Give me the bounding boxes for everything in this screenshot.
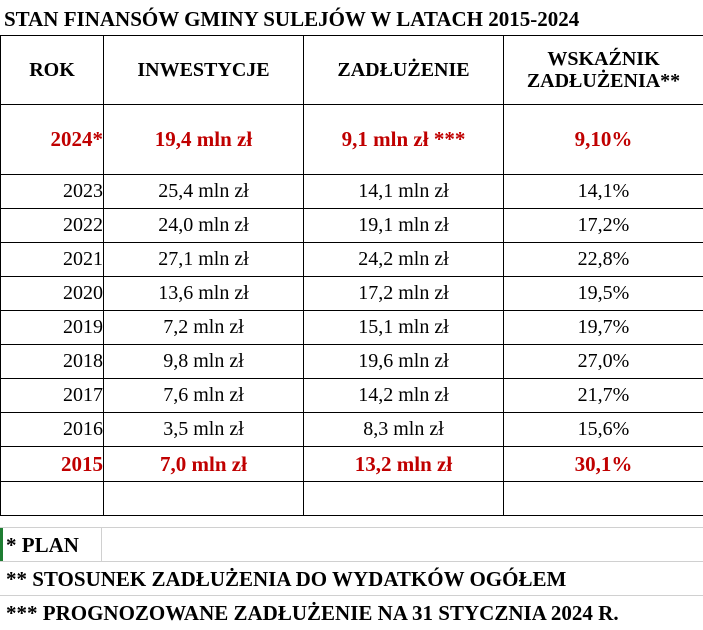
- cell-investments: 24,0 mln zł: [104, 209, 304, 243]
- cell-debt: 17,2 mln zł: [304, 277, 504, 311]
- cell-investments: 7,6 mln zł: [104, 379, 304, 413]
- finance-table: ROK INWESTYCJE ZADŁUŻENIE WSKAŹNIK ZADŁU…: [0, 35, 703, 516]
- cell-ratio: 9,10%: [504, 105, 703, 175]
- cell-debt: 15,1 mln zł: [304, 311, 504, 345]
- cell-investments: 7,2 mln zł: [104, 311, 304, 345]
- cell-ratio: 15,6%: [504, 413, 703, 447]
- footnote-plan: * PLAN: [0, 527, 703, 561]
- cell-debt: 13,2 mln zł: [304, 447, 504, 482]
- page-title: STAN FINANSÓW GMINY SULEJÓW W LATACH 201…: [4, 5, 699, 33]
- cell-ratio: 14,1%: [504, 175, 703, 209]
- cell-investments: 13,6 mln zł: [104, 277, 304, 311]
- header-ratio-line2: ZADŁUŻENIA**: [527, 70, 680, 92]
- cell-investments: 9,8 mln zł: [104, 345, 304, 379]
- cell-ratio: 19,5%: [504, 277, 703, 311]
- cell-investments: 25,4 mln zł: [104, 175, 304, 209]
- header-ratio-line1: WSKAŹNIK: [547, 48, 659, 70]
- cell-year: 2022: [1, 209, 104, 243]
- cell-debt: 19,6 mln zł: [304, 345, 504, 379]
- table-row-plan: 2024* 19,4 mln zł 9,1 mln zł *** 9,10%: [1, 105, 703, 175]
- table-row: 2017 7,6 mln zł 14,2 mln zł 21,7%: [1, 379, 703, 413]
- cell-debt: 14,2 mln zł: [304, 379, 504, 413]
- cell-year: 2021: [1, 243, 104, 277]
- cell-ratio: 27,0%: [504, 345, 703, 379]
- cell-year: 2019: [1, 311, 104, 345]
- table-row-2015: 2015 7,0 mln zł 13,2 mln zł 30,1%: [1, 447, 703, 482]
- empty-cell: [304, 482, 504, 516]
- table-row: 2022 24,0 mln zł 19,1 mln zł 17,2%: [1, 209, 703, 243]
- cell-investments: 27,1 mln zł: [104, 243, 304, 277]
- header-investments: INWESTYCJE: [104, 36, 304, 105]
- table-row: 2019 7,2 mln zł 15,1 mln zł 19,7%: [1, 311, 703, 345]
- cell-year: 2016: [1, 413, 104, 447]
- cell-debt: 8,3 mln zł: [304, 413, 504, 447]
- cell-year: 2023: [1, 175, 104, 209]
- cell-investments: 3,5 mln zł: [104, 413, 304, 447]
- empty-cell: [104, 482, 304, 516]
- cell-year: 2017: [1, 379, 104, 413]
- cell-year: 2015: [1, 447, 104, 482]
- empty-cell: [1, 482, 104, 516]
- footnote-forecast: *** PROGNOZOWANE ZADŁUŻENIE NA 31 STYCZN…: [0, 595, 703, 629]
- header-row: ROK INWESTYCJE ZADŁUŻENIE WSKAŹNIK ZADŁU…: [1, 36, 703, 105]
- empty-cell: [504, 482, 703, 516]
- cell-debt: 9,1 mln zł ***: [304, 105, 504, 175]
- table-row: 2018 9,8 mln zł 19,6 mln zł 27,0%: [1, 345, 703, 379]
- footnote-ratio: ** STOSUNEK ZADŁUŻENIA DO WYDATKÓW OGÓŁE…: [0, 561, 703, 595]
- cell-year: 2018: [1, 345, 104, 379]
- table-row: 2016 3,5 mln zł 8,3 mln zł 15,6%: [1, 413, 703, 447]
- cell-investments: 19,4 mln zł: [104, 105, 304, 175]
- cell-year: 2024*: [1, 105, 104, 175]
- cell-ratio: 17,2%: [504, 209, 703, 243]
- header-ratio: WSKAŹNIK ZADŁUŻENIA**: [504, 36, 703, 105]
- cell-ratio: 22,8%: [504, 243, 703, 277]
- cell-debt: 19,1 mln zł: [304, 209, 504, 243]
- cell-year: 2020: [1, 277, 104, 311]
- cell-debt: 24,2 mln zł: [304, 243, 504, 277]
- table-row-empty: [1, 482, 703, 516]
- cell-investments: 7,0 mln zł: [104, 447, 304, 482]
- cell-ratio: 30,1%: [504, 447, 703, 482]
- cell-debt: 14,1 mln zł: [304, 175, 504, 209]
- cell-ratio: 19,7%: [504, 311, 703, 345]
- header-debt: ZADŁUŻENIE: [304, 36, 504, 105]
- table-row: 2021 27,1 mln zł 24,2 mln zł 22,8%: [1, 243, 703, 277]
- table-row: 2020 13,6 mln zł 17,2 mln zł 19,5%: [1, 277, 703, 311]
- table-row: 2023 25,4 mln zł 14,1 mln zł 14,1%: [1, 175, 703, 209]
- cell-ratio: 21,7%: [504, 379, 703, 413]
- header-year: ROK: [1, 36, 104, 105]
